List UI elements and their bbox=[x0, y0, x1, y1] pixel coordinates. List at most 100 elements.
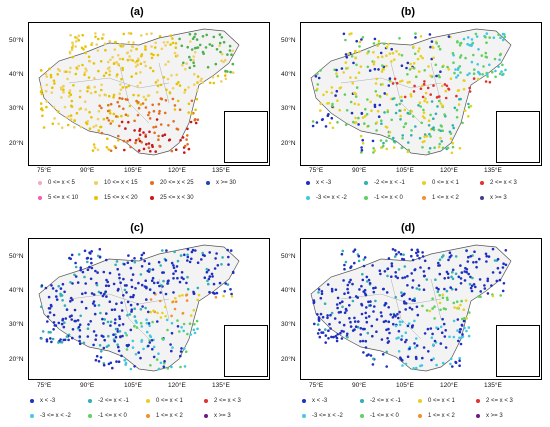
station-dot bbox=[353, 316, 356, 320]
station-dot bbox=[402, 125, 406, 129]
station-dot bbox=[330, 311, 334, 315]
station-dot bbox=[432, 357, 435, 360]
station-dot bbox=[137, 101, 140, 104]
station-dot bbox=[414, 32, 417, 35]
station-dot bbox=[86, 327, 90, 330]
station-dot bbox=[491, 271, 495, 274]
station-dot bbox=[357, 259, 361, 263]
station-dot bbox=[183, 151, 186, 154]
map-c bbox=[28, 238, 270, 380]
station-dot bbox=[70, 253, 74, 257]
station-dot bbox=[120, 114, 123, 118]
station-dot bbox=[485, 73, 489, 76]
station-dot bbox=[476, 63, 479, 66]
station-dot bbox=[94, 124, 98, 127]
station-dot bbox=[106, 109, 110, 113]
station-dot bbox=[470, 289, 474, 293]
station-dot bbox=[147, 113, 150, 117]
station-dot bbox=[41, 330, 45, 333]
station-dot bbox=[70, 46, 74, 49]
station-dot bbox=[74, 261, 77, 265]
station-dot bbox=[449, 132, 453, 135]
station-dot bbox=[129, 49, 133, 52]
station-dot bbox=[361, 36, 365, 39]
station-dot bbox=[402, 258, 406, 261]
station-dot bbox=[194, 249, 197, 252]
station-dot bbox=[158, 109, 161, 113]
station-dot bbox=[98, 247, 102, 251]
station-dot bbox=[119, 44, 123, 48]
station-dot bbox=[50, 340, 53, 344]
station-dot bbox=[357, 103, 360, 106]
station-dot bbox=[372, 310, 375, 313]
station-dot bbox=[348, 296, 352, 299]
station-dot bbox=[192, 328, 196, 332]
legend-item: 0 <= x < 1 bbox=[418, 398, 455, 404]
station-dot bbox=[229, 288, 232, 291]
station-dot bbox=[339, 331, 342, 335]
station-dot bbox=[66, 77, 69, 81]
station-dot bbox=[71, 41, 74, 45]
station-dot bbox=[147, 310, 150, 314]
station-dot bbox=[88, 265, 91, 269]
station-dot bbox=[126, 300, 130, 304]
station-dot bbox=[131, 346, 135, 349]
station-dot bbox=[438, 142, 441, 146]
legend-label: -2 <= x < -1 bbox=[370, 398, 401, 404]
station-dot bbox=[162, 76, 166, 79]
station-dot bbox=[97, 109, 101, 113]
station-dot bbox=[400, 99, 403, 103]
station-dot bbox=[144, 135, 147, 138]
station-dot bbox=[59, 338, 62, 341]
station-dot bbox=[461, 333, 464, 336]
station-dot bbox=[338, 108, 341, 112]
station-dot bbox=[86, 120, 90, 123]
station-dot bbox=[357, 71, 361, 74]
station-dot bbox=[451, 141, 454, 145]
station-dot bbox=[229, 249, 233, 252]
station-dot bbox=[149, 310, 152, 314]
station-dot bbox=[342, 279, 345, 282]
station-dots-d bbox=[312, 247, 508, 370]
station-dot bbox=[129, 58, 132, 61]
station-dot bbox=[428, 309, 432, 313]
station-dot bbox=[86, 260, 89, 264]
station-dot bbox=[206, 279, 209, 283]
station-dot bbox=[71, 282, 74, 285]
station-dot bbox=[222, 60, 225, 64]
station-dot bbox=[352, 250, 355, 253]
station-dot bbox=[45, 83, 49, 87]
station-dot bbox=[70, 99, 74, 103]
station-dot bbox=[458, 56, 462, 59]
station-dot bbox=[484, 252, 488, 256]
station-dot bbox=[178, 108, 182, 111]
station-dot bbox=[422, 346, 426, 349]
station-dot bbox=[423, 69, 426, 72]
station-dot bbox=[451, 124, 455, 127]
station-dot bbox=[410, 254, 413, 258]
station-dot bbox=[150, 279, 154, 282]
station-dot bbox=[467, 326, 471, 329]
station-dot bbox=[137, 137, 141, 141]
station-dot bbox=[218, 44, 221, 47]
station-dot bbox=[466, 260, 470, 263]
legend-label: 25 <= x < 30 bbox=[160, 195, 194, 201]
station-dot bbox=[475, 260, 478, 264]
station-dot bbox=[456, 40, 459, 44]
station-dot bbox=[61, 299, 64, 302]
station-dot bbox=[94, 269, 97, 273]
station-dot bbox=[353, 248, 357, 251]
station-dot bbox=[468, 311, 471, 314]
station-dot bbox=[216, 74, 220, 78]
station-dot bbox=[440, 331, 444, 334]
station-dot bbox=[392, 146, 396, 149]
station-dot bbox=[158, 299, 162, 303]
station-dot bbox=[148, 117, 152, 120]
station-dot bbox=[409, 62, 412, 66]
station-dot bbox=[362, 290, 365, 293]
station-dot bbox=[404, 122, 408, 125]
station-dot bbox=[179, 139, 182, 142]
station-dot bbox=[113, 321, 117, 325]
station-dot bbox=[461, 317, 464, 321]
legend-item: 1 <= x < 2 bbox=[146, 413, 183, 419]
